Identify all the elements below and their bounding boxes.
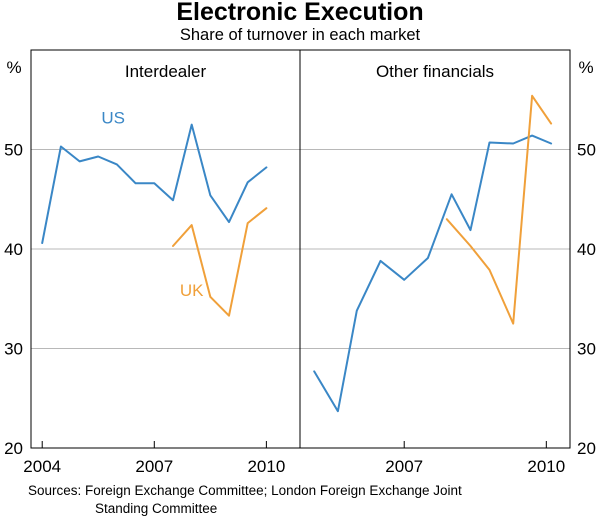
y-tick-label-right-50: 50 <box>577 141 596 160</box>
series-label-us: US <box>101 109 125 128</box>
source-line-1: Sources: Foreign Exchange Committee; Lon… <box>28 483 462 498</box>
y-tick-label-left-20: 20 <box>4 439 23 458</box>
series-line-uk-p2 <box>445 94 553 325</box>
panel-title-2: Other financials <box>376 62 494 81</box>
series-line-uk-p1 <box>172 207 268 317</box>
x-tick-label-p1-2010: 2010 <box>247 457 285 476</box>
panel-title-1: Interdealer <box>125 62 207 81</box>
series-label-uk: UK <box>180 281 204 300</box>
source-line-2: Standing Committee <box>95 501 218 516</box>
y-tick-label-right-30: 30 <box>577 340 596 359</box>
x-tick-label-p1-2007: 2007 <box>135 457 173 476</box>
series-line-us-p2 <box>313 134 553 413</box>
y-tick-label-left-50: 50 <box>4 141 23 160</box>
y-tick-label-right-40: 40 <box>577 240 596 259</box>
chart-title: Electronic Execution <box>176 0 424 26</box>
x-tick-label-p2-2007: 2007 <box>385 457 423 476</box>
x-tick-label-p1-2004: 2004 <box>23 457 61 476</box>
x-tick-label-p2-2010: 2010 <box>527 457 565 476</box>
unit-label-left: % <box>6 58 21 77</box>
chart-subtitle: Share of turnover in each market <box>179 26 421 44</box>
y-tick-label-right-20: 20 <box>577 439 596 458</box>
y-tick-label-left-40: 40 <box>4 240 23 259</box>
y-tick-label-left-30: 30 <box>4 340 23 359</box>
unit-label-right: % <box>578 58 593 77</box>
source-footnote: Sources: Foreign Exchange Committee; Lon… <box>28 482 462 518</box>
series-line-us-p1 <box>41 123 268 244</box>
